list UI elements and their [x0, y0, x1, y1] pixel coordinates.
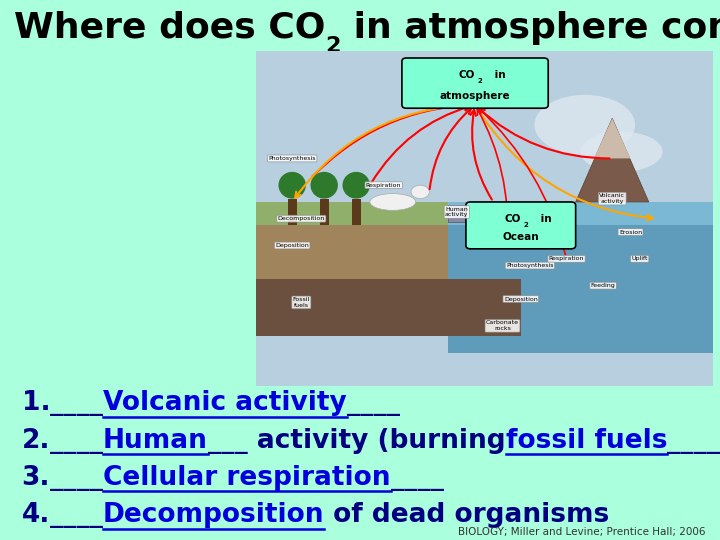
FancyBboxPatch shape	[448, 202, 713, 225]
Text: 2: 2	[477, 78, 482, 84]
Ellipse shape	[279, 172, 306, 199]
Text: Uplift: Uplift	[631, 256, 648, 261]
FancyBboxPatch shape	[402, 58, 548, 108]
Polygon shape	[594, 118, 631, 158]
Text: CO: CO	[505, 214, 521, 224]
Text: Ocean: Ocean	[503, 232, 539, 242]
Text: 2.: 2.	[22, 428, 50, 454]
Text: _____ ): _____ )	[667, 428, 720, 454]
Ellipse shape	[411, 185, 429, 199]
Ellipse shape	[343, 172, 370, 199]
FancyBboxPatch shape	[448, 205, 466, 222]
Text: 1.: 1.	[22, 390, 50, 416]
Text: Photosynthesis: Photosynthesis	[506, 263, 554, 268]
Text: Human: Human	[103, 428, 208, 454]
Ellipse shape	[534, 95, 635, 155]
Text: 3.: 3.	[22, 465, 50, 491]
Polygon shape	[256, 279, 521, 336]
Polygon shape	[256, 202, 521, 225]
Polygon shape	[256, 202, 521, 336]
Text: Deposition: Deposition	[275, 243, 309, 248]
Text: 2: 2	[523, 222, 528, 228]
Text: ___ activity (burning: ___ activity (burning	[208, 428, 505, 454]
Ellipse shape	[310, 172, 338, 199]
Text: Respiration: Respiration	[549, 256, 584, 261]
Text: fossil fuels: fossil fuels	[505, 428, 667, 454]
FancyBboxPatch shape	[256, 51, 713, 386]
Text: 4.: 4.	[22, 502, 50, 528]
Text: ____: ____	[50, 390, 103, 416]
Text: Fossil
fuels: Fossil fuels	[293, 297, 310, 308]
Text: in atmosphere come from?: in atmosphere come from?	[341, 11, 720, 45]
Text: ____: ____	[50, 428, 103, 454]
FancyBboxPatch shape	[320, 199, 329, 225]
Text: CO: CO	[459, 70, 475, 80]
Text: Photosynthesis: Photosynthesis	[269, 156, 316, 161]
FancyBboxPatch shape	[466, 202, 575, 249]
Ellipse shape	[370, 194, 415, 211]
Text: Volcanic
activity: Volcanic activity	[599, 193, 625, 204]
Text: ____: ____	[391, 465, 444, 491]
Text: Human
activity: Human activity	[445, 207, 469, 218]
Text: Deposition: Deposition	[504, 296, 538, 301]
Text: Erosion: Erosion	[619, 230, 642, 234]
Text: Decomposition: Decomposition	[103, 502, 325, 528]
Text: Feeding: Feeding	[590, 283, 616, 288]
FancyBboxPatch shape	[351, 199, 361, 225]
Text: Cellular respiration: Cellular respiration	[103, 465, 391, 491]
Text: atmosphere: atmosphere	[440, 91, 510, 102]
Polygon shape	[448, 202, 713, 353]
Text: Respiration: Respiration	[366, 183, 401, 188]
Polygon shape	[575, 118, 649, 202]
Text: of dead organisms: of dead organisms	[325, 502, 610, 528]
Text: Decomposition: Decomposition	[278, 216, 325, 221]
Text: ____: ____	[50, 465, 103, 491]
FancyBboxPatch shape	[287, 199, 297, 225]
Text: ____: ____	[347, 390, 400, 416]
Text: in: in	[537, 214, 552, 224]
Text: Volcanic activity: Volcanic activity	[103, 390, 347, 416]
Text: in: in	[491, 70, 505, 80]
Text: ____: ____	[50, 502, 103, 528]
Text: Where does CO: Where does CO	[14, 11, 325, 45]
Ellipse shape	[580, 132, 662, 172]
Text: Carbonate
rocks: Carbonate rocks	[486, 320, 519, 331]
Text: 2: 2	[325, 36, 341, 56]
Text: BIOLOGY; Miller and Levine; Prentice Hall; 2006: BIOLOGY; Miller and Levine; Prentice Hal…	[458, 526, 706, 537]
